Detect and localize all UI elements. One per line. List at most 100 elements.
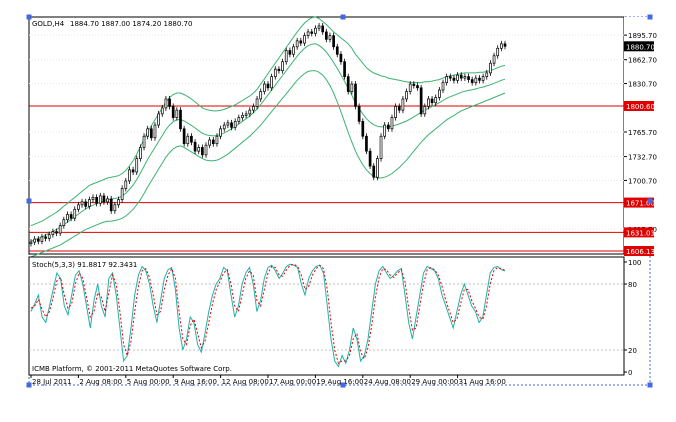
price-tick-label: 1895.70 — [628, 32, 657, 40]
time-tick-label: 2 Aug 08:00 — [79, 378, 122, 386]
candle-body — [29, 241, 33, 244]
time-tick-label: 29 Aug 00:00 — [411, 378, 458, 386]
candle-body — [157, 113, 160, 126]
candle-body — [98, 195, 102, 204]
candle-body — [394, 106, 397, 118]
candle-body — [492, 55, 496, 64]
candle-body — [452, 77, 456, 81]
candle-body — [120, 188, 124, 200]
candle-body — [503, 43, 507, 47]
stochastic-axis-ticks: 100 80 20 0 — [624, 259, 641, 377]
candle-body — [44, 236, 47, 239]
candle-body — [456, 74, 459, 81]
candle-body — [47, 234, 51, 239]
candle-body — [69, 214, 73, 219]
candle-body — [266, 83, 270, 89]
candle-body — [168, 98, 171, 107]
current-price-label: 1880.70 — [626, 43, 655, 51]
candle-body — [474, 77, 478, 83]
candle-body — [489, 62, 492, 74]
candle-body — [295, 40, 299, 48]
ohlc-values: 1884.70 1887.00 1874.20 1880.70 — [70, 20, 192, 28]
bollinger-upper-line — [30, 16, 506, 227]
candle-body — [317, 25, 321, 29]
candle-body — [314, 27, 317, 34]
candle-body — [328, 35, 332, 40]
candle-body — [204, 144, 208, 156]
selection-handle — [26, 382, 32, 388]
candle-body — [226, 122, 230, 126]
candle-body — [470, 79, 474, 83]
candle-body — [102, 195, 106, 203]
candle-body — [350, 83, 354, 92]
candle-body — [478, 77, 481, 81]
candle-body — [58, 225, 62, 234]
candle-body — [361, 120, 365, 137]
candle-body — [448, 76, 452, 79]
level-label-bg — [624, 197, 654, 208]
price-tick-label: 1862.70 — [628, 57, 657, 65]
candle-body — [113, 204, 117, 212]
candle-body — [106, 198, 109, 203]
level-label: 1671.00 — [626, 200, 655, 208]
time-tick-label: 9 Aug 16:00 — [174, 378, 217, 386]
candle-body — [171, 106, 175, 118]
stochastic-lines — [30, 263, 506, 368]
candle-body — [365, 135, 368, 152]
candle-body — [376, 158, 379, 178]
current-price-bg — [624, 41, 654, 52]
candle-body — [87, 199, 91, 207]
candle-body — [397, 106, 401, 111]
candle-body — [427, 98, 430, 107]
candle-body — [386, 124, 390, 130]
candle-body — [354, 83, 357, 107]
candle-body — [299, 40, 303, 44]
candle-body — [160, 107, 164, 115]
selection-handle — [647, 14, 653, 20]
candle-body — [51, 231, 55, 235]
candle-body — [175, 109, 179, 118]
time-tick-label: 31 Aug 16:00 — [459, 378, 506, 386]
candle-body — [408, 83, 412, 92]
horizontal-lines[interactable] — [29, 105, 624, 252]
time-tick-label: 12 Aug 08:00 — [222, 378, 269, 386]
candle-body — [485, 72, 489, 77]
candle-body — [332, 35, 335, 48]
time-tick-label: 24 Aug 08:00 — [364, 378, 411, 386]
stochastic-panel[interactable] — [28, 256, 625, 376]
candle-body — [273, 68, 277, 77]
candle-body — [405, 91, 408, 100]
candle-body — [146, 128, 150, 137]
candle-body — [383, 124, 387, 137]
level-label: 1800.60 — [626, 103, 655, 111]
candle-body — [124, 180, 128, 189]
stochastic-header: Stoch(5,3,3) 91.8817 92.3431 — [32, 261, 137, 269]
candle-body — [324, 31, 328, 40]
candle-body — [241, 115, 244, 118]
candle-body — [292, 46, 295, 55]
price-tick-label: 1830.70 — [628, 81, 657, 89]
level-label-bg — [624, 227, 654, 238]
candle-body — [390, 117, 394, 130]
selection-handles[interactable] — [26, 14, 653, 388]
candle-body — [368, 150, 372, 167]
candle-body — [459, 74, 463, 79]
candle-body — [182, 128, 186, 145]
candle-body — [496, 47, 500, 57]
candle-body — [139, 147, 142, 159]
candle-body — [401, 98, 405, 111]
candle-body — [357, 106, 361, 122]
candle-body — [500, 43, 503, 49]
candle-body — [215, 135, 219, 145]
candle-body — [248, 109, 252, 115]
candle-body — [288, 50, 292, 55]
candle-body — [142, 135, 146, 148]
candle-body — [310, 31, 314, 34]
candle-body — [211, 139, 215, 145]
price-axis-bg — [624, 17, 654, 254]
candle-body — [66, 214, 69, 221]
candle-body — [179, 109, 182, 130]
candle-body — [77, 204, 80, 210]
candle-body — [131, 169, 135, 173]
candle-body — [73, 208, 77, 219]
